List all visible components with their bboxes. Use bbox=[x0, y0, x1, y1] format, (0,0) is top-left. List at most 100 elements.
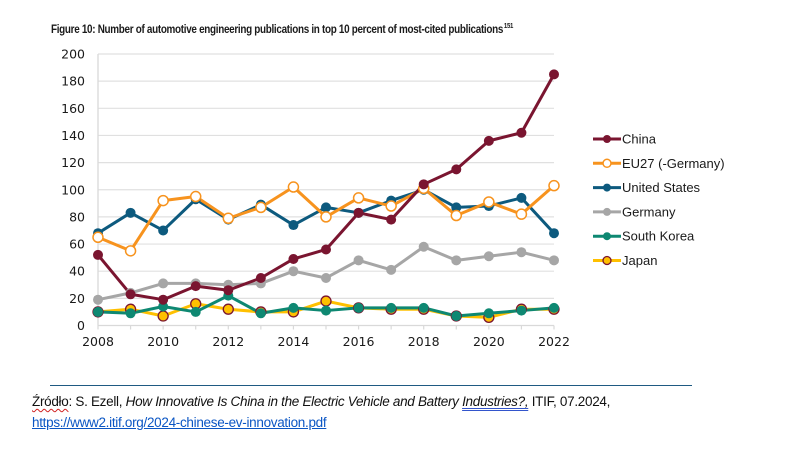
data-point-germany bbox=[516, 247, 527, 258]
data-point-germany bbox=[321, 272, 331, 283]
data-point-china bbox=[255, 272, 266, 283]
data-point-china bbox=[483, 135, 494, 146]
x-tick-label: 2020 bbox=[473, 334, 505, 349]
data-point-eu27-germany bbox=[352, 192, 365, 204]
gridlines bbox=[98, 53, 554, 299]
data-point-germany bbox=[93, 294, 103, 305]
data-point-eu27-germany bbox=[320, 211, 332, 223]
legend-swatch-marker bbox=[603, 207, 611, 216]
legend-item-china: China bbox=[593, 132, 657, 147]
source-citation: Źródło: S. Ezell, How Innovative Is Chin… bbox=[32, 391, 772, 433]
y-tick-label: 80 bbox=[69, 209, 85, 224]
legend-swatch-marker bbox=[603, 135, 611, 143]
data-point-eu27-germany bbox=[515, 208, 528, 220]
legend-item-eu27-germany: EU27 (-Germany) bbox=[593, 156, 725, 171]
legend-label: Japan bbox=[622, 253, 657, 268]
figure-title: Figure 10: Number of automotive engineer… bbox=[51, 23, 513, 36]
legend-label: Germany bbox=[622, 204, 676, 219]
y-tick-label: 40 bbox=[69, 264, 85, 279]
source-publisher: ITIF, 07.2024, bbox=[528, 394, 611, 409]
data-point-germany bbox=[418, 241, 429, 252]
data-point-china bbox=[288, 253, 299, 264]
data-point-south-korea bbox=[353, 302, 364, 313]
y-tick-label: 200 bbox=[61, 47, 85, 62]
data-point-eu27-germany bbox=[92, 231, 104, 244]
legend-item-south-korea: South Korea bbox=[593, 229, 695, 244]
x-axis-tick-labels: 2008 2010 2012 2014 2016 2018 2020 2022 bbox=[82, 334, 570, 349]
axes bbox=[97, 54, 555, 330]
x-tick-label: 2012 bbox=[212, 334, 244, 349]
data-point-south-korea bbox=[321, 305, 331, 316]
y-axis-tick-labels: 0 20 40 60 80 100 120 140 160 180 200 bbox=[61, 47, 85, 334]
data-point-south-korea bbox=[451, 310, 462, 321]
data-point-china bbox=[386, 214, 397, 225]
x-tick-label: 2022 bbox=[538, 334, 570, 349]
legend-label: United States bbox=[622, 180, 701, 195]
source-author: : S. Ezell, bbox=[68, 394, 126, 409]
data-point-united-states bbox=[516, 192, 527, 203]
legend-item-germany: Germany bbox=[593, 204, 676, 219]
data-point-eu27-germany bbox=[483, 196, 495, 208]
data-point-eu27-germany bbox=[450, 209, 463, 222]
data-point-south-korea bbox=[483, 308, 494, 319]
data-point-germany bbox=[483, 251, 494, 262]
data-point-germany bbox=[288, 266, 299, 277]
data-point-china bbox=[418, 179, 429, 190]
data-point-south-korea bbox=[190, 306, 201, 317]
legend-label: EU27 (-Germany) bbox=[622, 156, 725, 171]
y-tick-label: 140 bbox=[61, 128, 85, 143]
legend-swatch-marker bbox=[602, 158, 612, 169]
data-point-united-states bbox=[321, 202, 331, 213]
data-point-south-korea bbox=[386, 302, 397, 313]
data-point-eu27-germany bbox=[124, 245, 137, 257]
legend: China EU27 (-Germany) United States Germany… bbox=[593, 132, 725, 268]
data-point-china bbox=[158, 294, 169, 305]
data-point-eu27-germany bbox=[222, 212, 235, 225]
y-tick-label: 20 bbox=[69, 291, 85, 306]
figure-title-text: Figure 10: Number of automotive engineer… bbox=[51, 24, 504, 36]
footnote-divider bbox=[50, 385, 692, 386]
y-tick-label: 100 bbox=[61, 182, 85, 197]
x-tick-label: 2010 bbox=[147, 334, 179, 349]
source-book-title-end: Industries?, bbox=[462, 394, 529, 409]
data-point-japan bbox=[157, 310, 169, 322]
y-tick-label: 60 bbox=[69, 237, 85, 252]
legend-swatch-marker bbox=[602, 255, 612, 266]
legend-item-united-states: United States bbox=[593, 180, 701, 195]
data-point-china bbox=[93, 249, 103, 260]
data-point-china bbox=[353, 207, 364, 218]
data-point-united-states bbox=[549, 228, 559, 239]
y-tick-label: 120 bbox=[61, 155, 85, 170]
data-point-south-korea bbox=[93, 306, 103, 317]
legend-swatch-marker bbox=[603, 232, 611, 241]
y-tick-label: 0 bbox=[77, 318, 85, 333]
line-chart: 0 20 40 60 80 100 120 140 160 180 200 2008 2010 2012… bbox=[61, 47, 725, 350]
data-point-germany bbox=[451, 255, 462, 266]
x-tick-label: 2008 bbox=[82, 334, 114, 349]
source-url-link[interactable]: https://www2.itif.org/2024-chinese-ev-in… bbox=[32, 415, 327, 430]
data-point-germany bbox=[353, 255, 364, 266]
data-point-eu27-germany bbox=[385, 200, 397, 212]
data-point-china bbox=[451, 164, 462, 175]
legend-swatch-marker bbox=[603, 183, 611, 192]
data-point-china bbox=[190, 281, 201, 292]
data-point-china bbox=[223, 285, 234, 296]
data-point-south-korea bbox=[516, 305, 527, 316]
data-point-china bbox=[549, 69, 559, 80]
x-tick-label: 2016 bbox=[343, 334, 375, 349]
data-point-united-states bbox=[451, 202, 462, 213]
data-point-eu27-germany bbox=[157, 194, 169, 207]
x-tick-label: 2014 bbox=[278, 334, 310, 349]
data-point-south-korea bbox=[288, 302, 299, 313]
data-point-china bbox=[516, 127, 527, 138]
data-point-eu27-germany bbox=[287, 181, 300, 193]
data-point-china bbox=[125, 289, 136, 300]
y-tick-label: 180 bbox=[61, 74, 85, 89]
data-point-china bbox=[321, 244, 331, 255]
data-point-eu27-germany bbox=[255, 201, 267, 214]
legend-label: China bbox=[622, 132, 657, 147]
data-point-germany bbox=[386, 264, 397, 275]
data-point-united-states bbox=[158, 225, 169, 236]
data-point-germany bbox=[549, 255, 559, 266]
series-markers bbox=[92, 69, 560, 324]
